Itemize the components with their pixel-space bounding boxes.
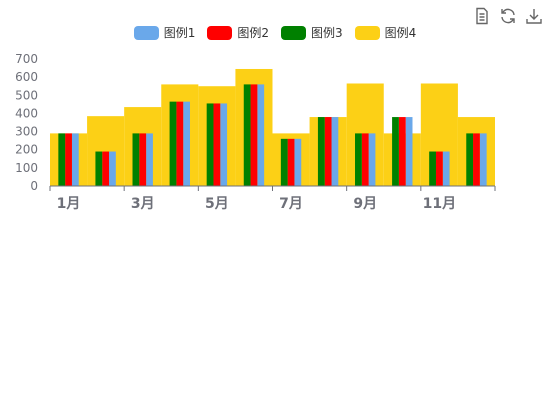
y-tick-label: 200 — [15, 143, 38, 157]
bar-series-3 — [132, 133, 140, 186]
bar-series-3 — [466, 133, 474, 186]
bar-series-2 — [102, 151, 110, 186]
save-image-icon[interactable] — [524, 6, 544, 26]
bar-series-2 — [435, 151, 443, 186]
legend-swatch-series-4 — [354, 25, 380, 40]
bar-series-2 — [473, 133, 480, 186]
legend-item-series-3[interactable]: 图例3 — [281, 24, 343, 41]
bar-series-1 — [479, 133, 487, 186]
data-view-icon[interactable] — [472, 6, 492, 26]
bar-series-2 — [176, 101, 184, 186]
bar-series-1 — [220, 103, 228, 186]
legend-item-series-4[interactable]: 图例4 — [354, 24, 417, 41]
x-tick-label: 1月 — [57, 196, 81, 212]
y-tick-label: 0 — [30, 179, 38, 193]
bar-series-3 — [355, 133, 362, 186]
bar-series-2 — [398, 117, 406, 186]
legend-item-series-2[interactable]: 图例2 — [207, 24, 269, 41]
bar-series-2 — [65, 133, 72, 186]
legend-swatch-series-3 — [281, 25, 306, 40]
bar-series-1 — [146, 133, 153, 186]
x-tick-label: 9月 — [353, 196, 377, 212]
y-tick-label: 600 — [15, 70, 38, 84]
bar-series-1 — [368, 133, 376, 186]
y-tick-label: 400 — [15, 106, 38, 120]
bar-series-3 — [280, 138, 288, 186]
bar-series-1 — [257, 84, 265, 186]
bar-series-1 — [109, 151, 116, 186]
y-tick-label: 700 — [15, 52, 38, 66]
bar-series-3 — [95, 151, 103, 186]
legend: 图例1 图例2 图例3 图例4 — [0, 24, 550, 41]
x-tick-label: 11月 — [423, 196, 456, 212]
bar-series-3 — [58, 133, 66, 186]
bar-series-2 — [213, 103, 221, 186]
legend-label-series-2: 图例2 — [237, 26, 269, 40]
bar-series-2 — [250, 84, 258, 186]
bar-series-1 — [442, 151, 450, 186]
legend-swatch-series-2 — [207, 25, 233, 40]
bar-series-2 — [361, 133, 369, 186]
bar-series-1 — [294, 138, 302, 186]
bar-series-2 — [324, 117, 332, 186]
bar-series-1 — [405, 117, 413, 186]
bar-series-3 — [317, 117, 325, 186]
bar-series-2 — [139, 133, 147, 186]
y-tick-label: 300 — [15, 125, 38, 139]
bar-series-2 — [287, 138, 295, 186]
x-tick-label: 5月 — [205, 196, 229, 212]
x-tick-label: 7月 — [279, 196, 303, 212]
bar-series-1 — [183, 101, 190, 186]
restore-icon[interactable] — [498, 6, 518, 26]
bar-series-3 — [243, 84, 251, 186]
legend-swatch-series-1 — [133, 25, 159, 40]
bar-series-3 — [206, 103, 214, 186]
bar-series-3 — [429, 151, 436, 186]
toolbox — [472, 6, 544, 26]
bar-series-3 — [392, 117, 399, 186]
legend-item-series-1[interactable]: 图例1 — [133, 24, 196, 41]
legend-label-series-3: 图例3 — [311, 26, 343, 40]
bar-series-3 — [169, 101, 177, 186]
y-tick-label: 500 — [15, 88, 38, 102]
legend-label-series-1: 图例1 — [163, 26, 196, 40]
x-tick-label: 3月 — [131, 196, 155, 212]
y-tick-label: 100 — [15, 161, 38, 175]
legend-label-series-4: 图例4 — [384, 26, 417, 40]
bar-series-1 — [71, 133, 79, 186]
bar-series-1 — [331, 117, 339, 186]
